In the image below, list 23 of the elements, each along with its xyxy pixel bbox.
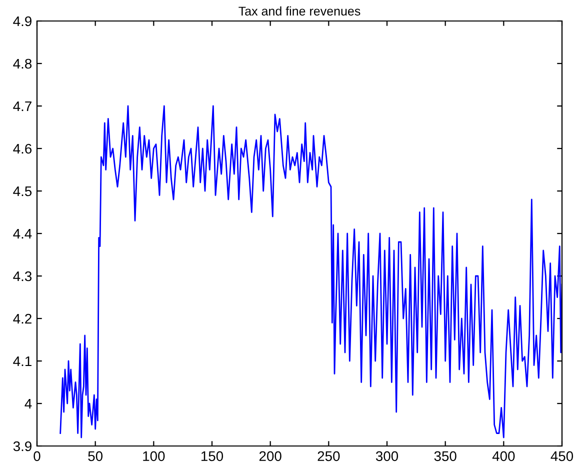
x-tick-label: 300 xyxy=(376,451,398,462)
x-tick-label: 50 xyxy=(88,451,103,462)
x-tick-label: 200 xyxy=(259,451,282,462)
x-tick-label: 450 xyxy=(550,451,574,462)
x-tick-label: 100 xyxy=(143,451,165,462)
y-tick-label: 4.3 xyxy=(13,271,32,282)
y-tick-label: 4.8 xyxy=(13,58,32,69)
x-tick-label: 150 xyxy=(201,451,224,462)
y-tick-label: 4.6 xyxy=(13,144,32,154)
y-tick-label: 4.4 xyxy=(13,228,32,239)
x-tick-label: 0 xyxy=(34,451,40,462)
y-tick-label: 4.9 xyxy=(13,16,32,26)
x-tick-label: 250 xyxy=(318,451,340,462)
x-tick-label: 400 xyxy=(492,451,515,462)
y-tick-label: 4.1 xyxy=(13,356,32,366)
y-tick-label: 4.5 xyxy=(13,186,32,196)
chart-title: Tax and fine revenues xyxy=(238,6,360,16)
y-tick-label: 3.9 xyxy=(13,441,32,452)
y-tick-label: 4.7 xyxy=(13,101,32,112)
x-tick-label: 350 xyxy=(434,451,456,462)
y-tick-label: 4.2 xyxy=(13,314,32,324)
line-series xyxy=(60,105,562,438)
y-tick-label: 4 xyxy=(24,398,32,409)
